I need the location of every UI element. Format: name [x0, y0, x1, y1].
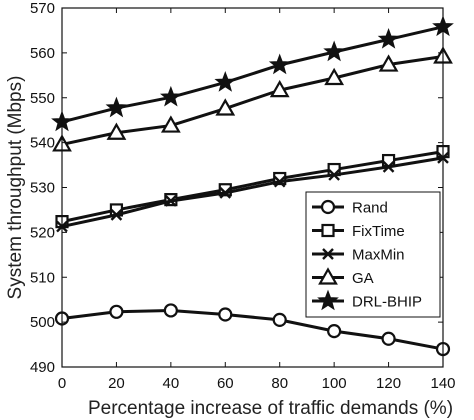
- data-point: [327, 324, 342, 339]
- legend-item: FixTime: [312, 223, 405, 240]
- data-point: [163, 303, 178, 318]
- data-point: [381, 331, 396, 346]
- series-line: [61, 150, 444, 224]
- data-point: [165, 195, 177, 207]
- series-ga: [52, 46, 453, 152]
- data-point: [159, 85, 182, 107]
- x-tick-label: 120: [376, 375, 401, 392]
- legend-label: DRL-BHIP: [352, 294, 422, 311]
- series-line: [61, 25, 444, 124]
- data-point: [218, 307, 233, 322]
- data-point: [273, 175, 286, 188]
- legend-marker: [322, 248, 334, 260]
- data-point: [160, 115, 181, 133]
- series-drl-bhip: [51, 15, 454, 132]
- legend-marker: [317, 289, 339, 311]
- legend-item: Rand: [312, 200, 388, 217]
- y-tick-label: 570: [30, 0, 55, 17]
- data-point: [328, 169, 340, 181]
- x-tick-label: 60: [217, 375, 234, 392]
- legend-label: MaxMin: [352, 247, 405, 264]
- ticks-layer: 0 20 40 60 80 100 120 140 490 500 510 520 530 540 550 5…: [30, 0, 456, 392]
- data-point: [323, 40, 346, 62]
- x-tick-label: 80: [271, 375, 288, 392]
- y-tick-label: 520: [30, 224, 55, 241]
- data-point: [324, 67, 345, 86]
- data-point: [378, 54, 399, 72]
- y-tick-label: 530: [30, 180, 55, 197]
- x-tick-label: 40: [163, 375, 180, 392]
- data-point: [382, 161, 395, 173]
- x-axis-title: Percentage increase of traffic demands (…: [88, 398, 453, 419]
- series-line: [61, 156, 444, 229]
- data-point: [110, 209, 123, 221]
- y-tick-label: 510: [30, 269, 55, 286]
- data-point: [273, 171, 287, 186]
- x-tick-label: 0: [58, 375, 66, 392]
- legend-label: GA: [352, 270, 374, 287]
- y-tick-label: 500: [30, 314, 55, 331]
- data-point: [215, 98, 236, 116]
- legend-marker: [321, 223, 335, 238]
- data-point: [214, 71, 237, 92]
- legend-marker: [318, 267, 338, 285]
- legend-item: MaxMin: [312, 247, 405, 264]
- data-point: [106, 122, 127, 140]
- x-tick-label: 140: [430, 375, 455, 392]
- data-point: [272, 312, 287, 327]
- legend-item: DRL-BHIP: [312, 289, 422, 311]
- y-axis-title: System throughput (Mbps): [5, 76, 26, 300]
- data-point: [377, 27, 400, 49]
- y-tick-label: 550: [30, 90, 55, 107]
- data-point: [269, 79, 290, 98]
- data-point: [109, 304, 124, 319]
- series-line: [61, 54, 444, 146]
- y-tick-label: 490: [30, 359, 55, 376]
- data-point: [218, 183, 232, 197]
- data-point: [268, 53, 291, 75]
- legend: Rand FixTime MaxMin GA DRL-BHIP: [305, 191, 441, 318]
- y-tick-label: 560: [30, 45, 55, 62]
- y-tick-label: 540: [30, 135, 55, 152]
- x-tick-label: 20: [108, 375, 125, 392]
- legend-marker: [320, 199, 336, 215]
- x-tick-label: 100: [322, 375, 347, 392]
- legend-item: GA: [312, 267, 374, 287]
- data-point: [105, 96, 128, 118]
- data-point: [219, 187, 232, 199]
- legend-label: FixTime: [352, 223, 405, 240]
- legend-label: Rand: [352, 200, 388, 217]
- series-line: [61, 308, 444, 351]
